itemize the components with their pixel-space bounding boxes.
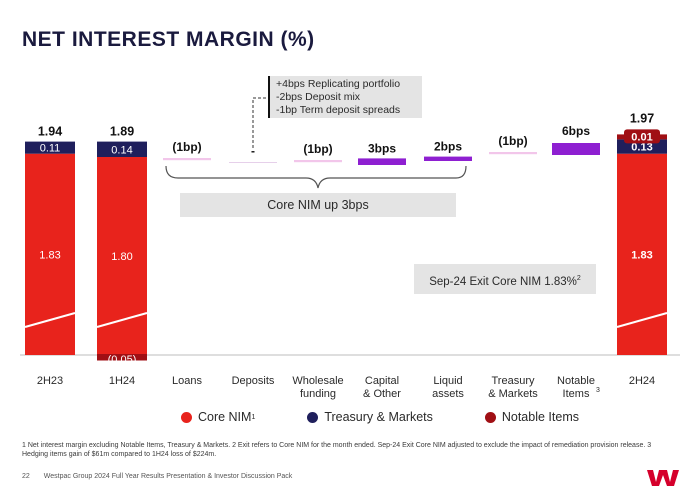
bar-label-treasury-markets-2H23: 0.11 <box>40 143 61 155</box>
bar-label-notable-items-1H24: (0.05) <box>108 354 137 366</box>
footnote: 1 Net interest margin excluding Notable … <box>22 442 652 458</box>
core-nim-summary-text: Core NIM up 3bps <box>267 198 369 212</box>
legend-item-notable-items: Notable Items <box>484 410 579 424</box>
chart-legend: Core NIM 1 Treasury & Markets Notable Ite… <box>155 410 605 424</box>
category-label-2h24: 2H24 <box>629 375 655 387</box>
category-label-treasury-markets: Treasury <box>492 375 535 387</box>
movement-bar-wholesale-funding <box>294 160 342 163</box>
category-label-capital-other: & Other <box>363 388 401 400</box>
movement-label-loans: (1bp) <box>172 140 201 154</box>
bar-label-core-nim-2H23: 1.83 <box>39 249 60 261</box>
category-label-wholesale-funding: Wholesale <box>292 375 343 387</box>
category-label-treasury-markets: & Markets <box>488 388 538 400</box>
bar-stripe-1H24 <box>96 312 148 328</box>
label-pill-notable-items-2H24 <box>624 129 660 144</box>
bar-stripe-2H24 <box>616 312 668 328</box>
legend-label: Core NIM <box>197 410 252 424</box>
bar-treasury-markets-2H23 <box>25 141 75 154</box>
deposits-detail-box: +4bps Replicating portfolio -2bps Deposi… <box>270 76 422 118</box>
page-number: 22 <box>22 473 30 480</box>
total-label-2H24: 1.97 <box>630 111 654 125</box>
legend-swatch-notable-items <box>484 411 496 423</box>
movement-bar-notable-items <box>552 143 600 155</box>
deposits-detail-line: -1bp Term deposit spreads <box>276 104 401 116</box>
category-label-notable-items: Items <box>563 388 590 400</box>
movement-label-deposits: - <box>251 144 255 158</box>
category-label-wholesale-funding: funding <box>300 388 336 400</box>
legend-swatch-treasury-markets <box>307 411 319 423</box>
category-label-2h23: 2H23 <box>37 375 63 387</box>
bar-label-treasury-markets-1H24: 0.14 <box>111 144 132 156</box>
deposits-connector <box>252 97 268 148</box>
nim-waterfall-chart: 1.83 0.11 1.94 1.80 0.14 (0.05) 1.89 1.83 0.130.… <box>20 76 680 400</box>
legend-label: Notable Items <box>501 410 579 424</box>
category-label-deposits: Deposits <box>232 375 275 387</box>
core-nim-brace <box>165 165 467 189</box>
bar-core-nim-2H23 <box>25 153 75 355</box>
legend-item-treasury-markets: Treasury & Markets <box>307 410 433 424</box>
page-footer: 22 Westpac Group 2024 Full Year Results … <box>22 473 292 480</box>
category-label-liquid-assets: Liquid <box>433 375 462 387</box>
exit-core-nim-footnote-mark: 2 <box>576 275 581 282</box>
category-label-liquid-assets: assets <box>432 388 464 400</box>
legend-item-core-nim: Core NIM 1 <box>180 410 256 424</box>
bar-notable-items-1H24 <box>97 354 147 361</box>
movement-bar-treasury-markets <box>489 152 537 155</box>
deposits-detail-line: -2bps Deposit mix <box>276 91 361 103</box>
legend-footnote-mark: 1 <box>251 413 256 421</box>
category-label-notable-items: Notable <box>557 375 595 387</box>
movement-label-notable-items: 6bps <box>562 124 590 138</box>
category-footnote-mark: 3 <box>596 387 600 394</box>
movement-label-treasury-markets: (1bp) <box>498 134 527 148</box>
legend-swatch-core-nim <box>180 411 192 423</box>
westpac-w-logo-icon <box>647 470 679 486</box>
bar-label-core-nim-1H24: 1.80 <box>111 251 132 263</box>
movement-label-wholesale-funding: (1bp) <box>303 142 332 156</box>
bar-core-nim-1H24 <box>97 157 147 355</box>
bar-stripe-2H23 <box>24 312 76 328</box>
bar-label-notable-items-2H24: 0.01 <box>631 131 652 143</box>
bar-label-core-nim-2H24: 1.83 <box>631 249 652 261</box>
movement-label-capital-other: 3bps <box>368 141 396 155</box>
exit-core-nim-text: Sep-24 Exit Core NIM 1.83% <box>429 275 577 288</box>
bar-label-treasury-markets-2H24: 0.13 <box>631 142 652 154</box>
document-title: Westpac Group 2024 Full Year Results Pre… <box>43 473 293 480</box>
movement-bar-liquid-assets <box>424 156 472 161</box>
movement-bar-capital-other <box>358 158 406 165</box>
core-nim-summary-box: Core NIM up 3bps <box>180 193 456 217</box>
page-title: NET INTEREST MARGIN (%) <box>22 28 315 51</box>
exit-core-nim-box: Sep-24 Exit Core NIM 1.83%2 <box>414 264 596 294</box>
movement-bar-deposits <box>229 162 277 163</box>
total-label-1H24: 1.89 <box>110 125 134 139</box>
category-label-capital-other: Capital <box>365 375 399 387</box>
category-label-loans: Loans <box>172 375 202 387</box>
legend-label: Treasury & Markets <box>324 410 433 424</box>
movement-label-liquid-assets: 2bps <box>434 140 462 154</box>
bar-core-nim-2H24 <box>617 153 667 355</box>
category-label-1h24: 1H24 <box>109 375 135 387</box>
movement-bar-loans <box>163 158 211 161</box>
total-label-2H23: 1.94 <box>38 125 62 139</box>
deposits-detail-line: +4bps Replicating portfolio <box>276 78 401 90</box>
bar-treasury-markets-1H24 <box>97 141 147 157</box>
